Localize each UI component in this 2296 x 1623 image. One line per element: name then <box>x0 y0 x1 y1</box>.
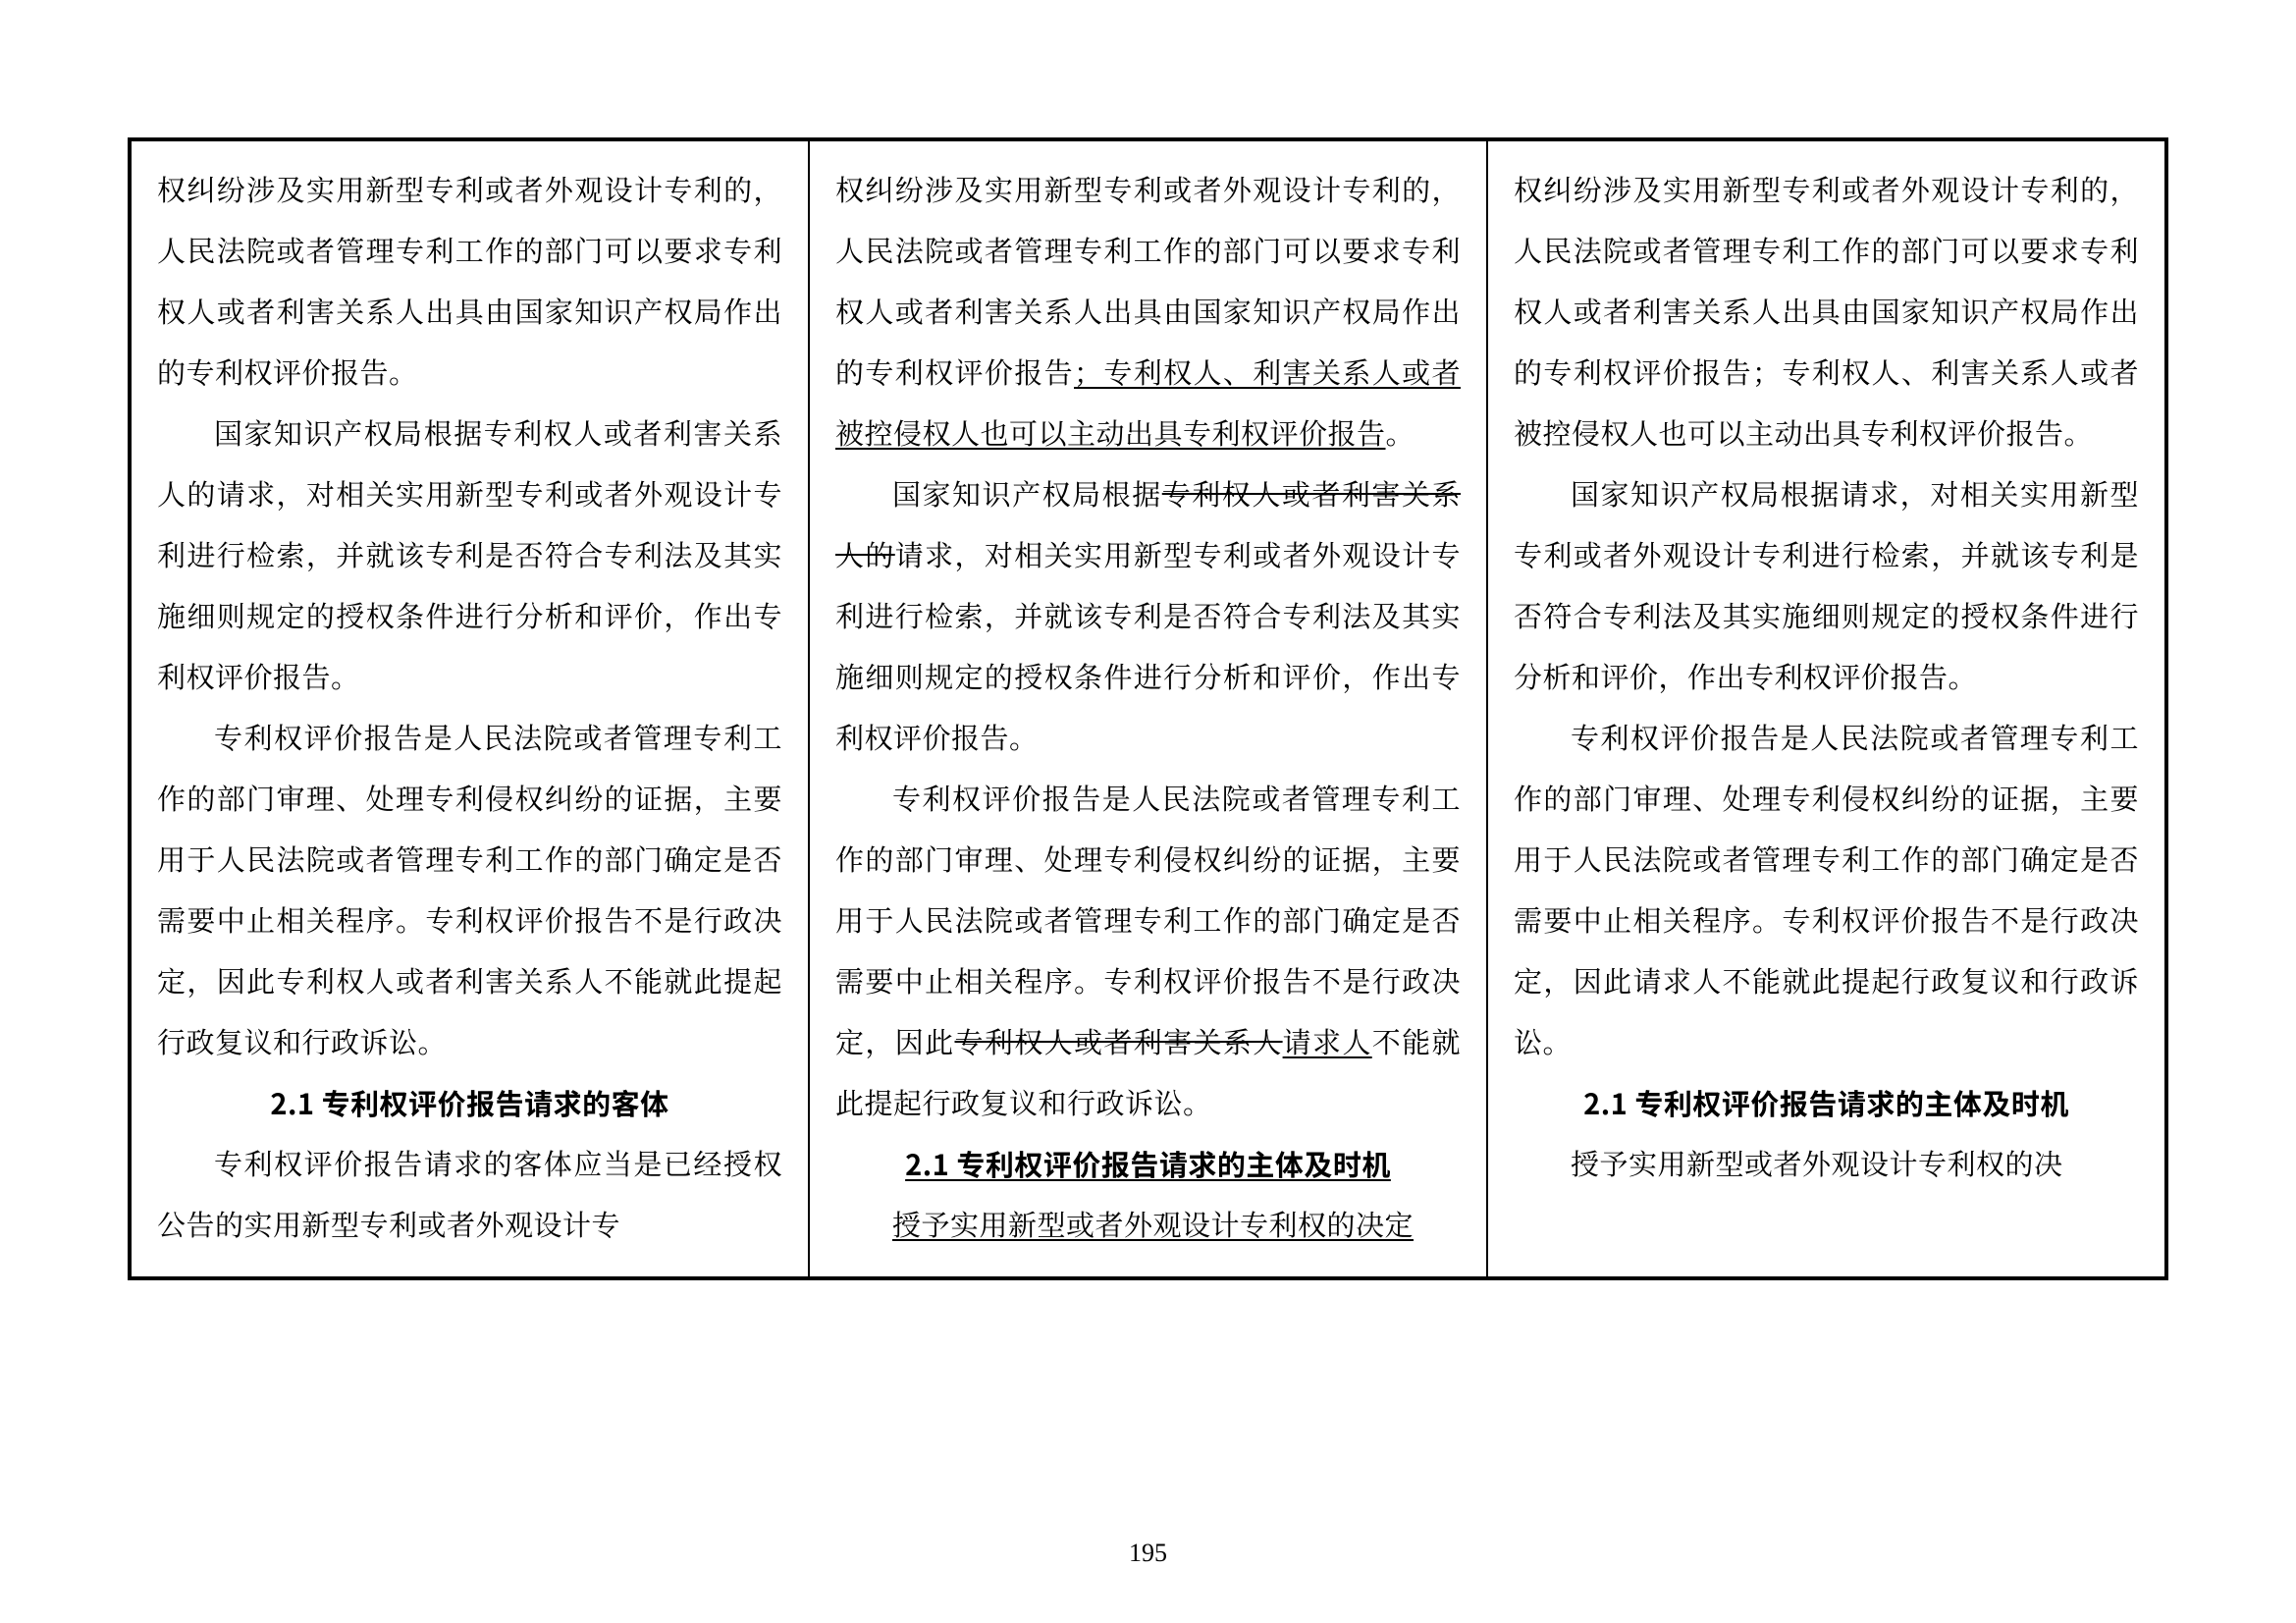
col1-paragraph-3: 专利权评价报告是人民法院或者管理专利工作的部门审理、处理专利侵权纠纷的证据，主要… <box>157 707 782 1072</box>
col3-paragraph-3: 专利权评价报告是人民法院或者管理专利工作的部门审理、处理专利侵权纠纷的证据，主要… <box>1514 707 2139 1072</box>
col1-paragraph-4: 专利权评价报告请求的客体应当是已经授权公告的实用新型专利或者外观设计专 <box>157 1133 782 1255</box>
col2-p3-inserted: 请求人 <box>1283 1021 1372 1061</box>
col1-paragraph-1: 权纠纷涉及实用新型专利或者外观设计专利的，人民法院或者管理专利工作的部门可以要求… <box>157 159 782 403</box>
col1-paragraph-2: 国家知识产权局根据专利权人或者利害关系人的请求，对相关实用新型专利或者外观设计专… <box>157 403 782 707</box>
col2-paragraph-1: 权纠纷涉及实用新型专利或者外观设计专利的，人民法院或者管理专利工作的部门可以要求… <box>835 159 1461 463</box>
col2-p3-text-a: 专利权评价报告是人民法院或者管理专利工作的部门审理、处理专利侵权纠纷的证据，主要… <box>835 778 1461 1061</box>
col2-p2-text-b: 请求，对相关实用新型专利或者外观设计专利进行检索，并就该专利是否符合专利法及其实… <box>835 534 1461 757</box>
col2-p3-deleted: 专利权人或者利害关系人 <box>955 1021 1283 1061</box>
col2-paragraph-2: 国家知识产权局根据专利权人或者利害关系人的请求，对相关实用新型专利或者外观设计专… <box>835 463 1461 768</box>
col2-p4-inserted: 授予实用新型或者外观设计专利权的决定 <box>892 1204 1414 1244</box>
column-revised-markup: 权纠纷涉及实用新型专利或者外观设计专利的，人民法院或者管理专利工作的部门可以要求… <box>808 141 1486 1276</box>
col3-paragraph-4: 授予实用新型或者外观设计专利权的决 <box>1514 1133 2139 1194</box>
col2-paragraph-4: 授予实用新型或者外观设计专利权的决定 <box>835 1194 1461 1255</box>
col3-heading-2-1: 2.1 专利权评价报告请求的主体及时机 <box>1514 1072 2139 1133</box>
col3-paragraph-1: 权纠纷涉及实用新型专利或者外观设计专利的，人民法院或者管理专利工作的部门可以要求… <box>1514 159 2139 463</box>
column-final: 权纠纷涉及实用新型专利或者外观设计专利的，人民法院或者管理专利工作的部门可以要求… <box>1486 141 2164 1276</box>
page: 权纠纷涉及实用新型专利或者外观设计专利的，人民法院或者管理专利工作的部门可以要求… <box>0 0 2296 1623</box>
col2-p2-text-a: 国家知识产权局根据 <box>892 473 1162 514</box>
page-number: 195 <box>0 1539 2296 1568</box>
col1-heading-2-1: 2.1 专利权评价报告请求的客体 <box>157 1072 782 1133</box>
col2-heading-inserted: 2.1 专利权评价报告请求的主体及时机 <box>905 1143 1391 1184</box>
col2-paragraph-3: 专利权评价报告是人民法院或者管理专利工作的部门审理、处理专利侵权纠纷的证据，主要… <box>835 768 1461 1133</box>
column-original: 权纠纷涉及实用新型专利或者外观设计专利的，人民法院或者管理专利工作的部门可以要求… <box>132 141 808 1276</box>
comparison-table: 权纠纷涉及实用新型专利或者外观设计专利的，人民法院或者管理专利工作的部门可以要求… <box>128 137 2168 1280</box>
col2-heading-2-1: 2.1 专利权评价报告请求的主体及时机 <box>835 1133 1461 1194</box>
col3-paragraph-2: 国家知识产权局根据请求，对相关实用新型专利或者外观设计专利进行检索，并就该专利是… <box>1514 463 2139 707</box>
col2-p1-text-b: 。 <box>1386 412 1415 453</box>
